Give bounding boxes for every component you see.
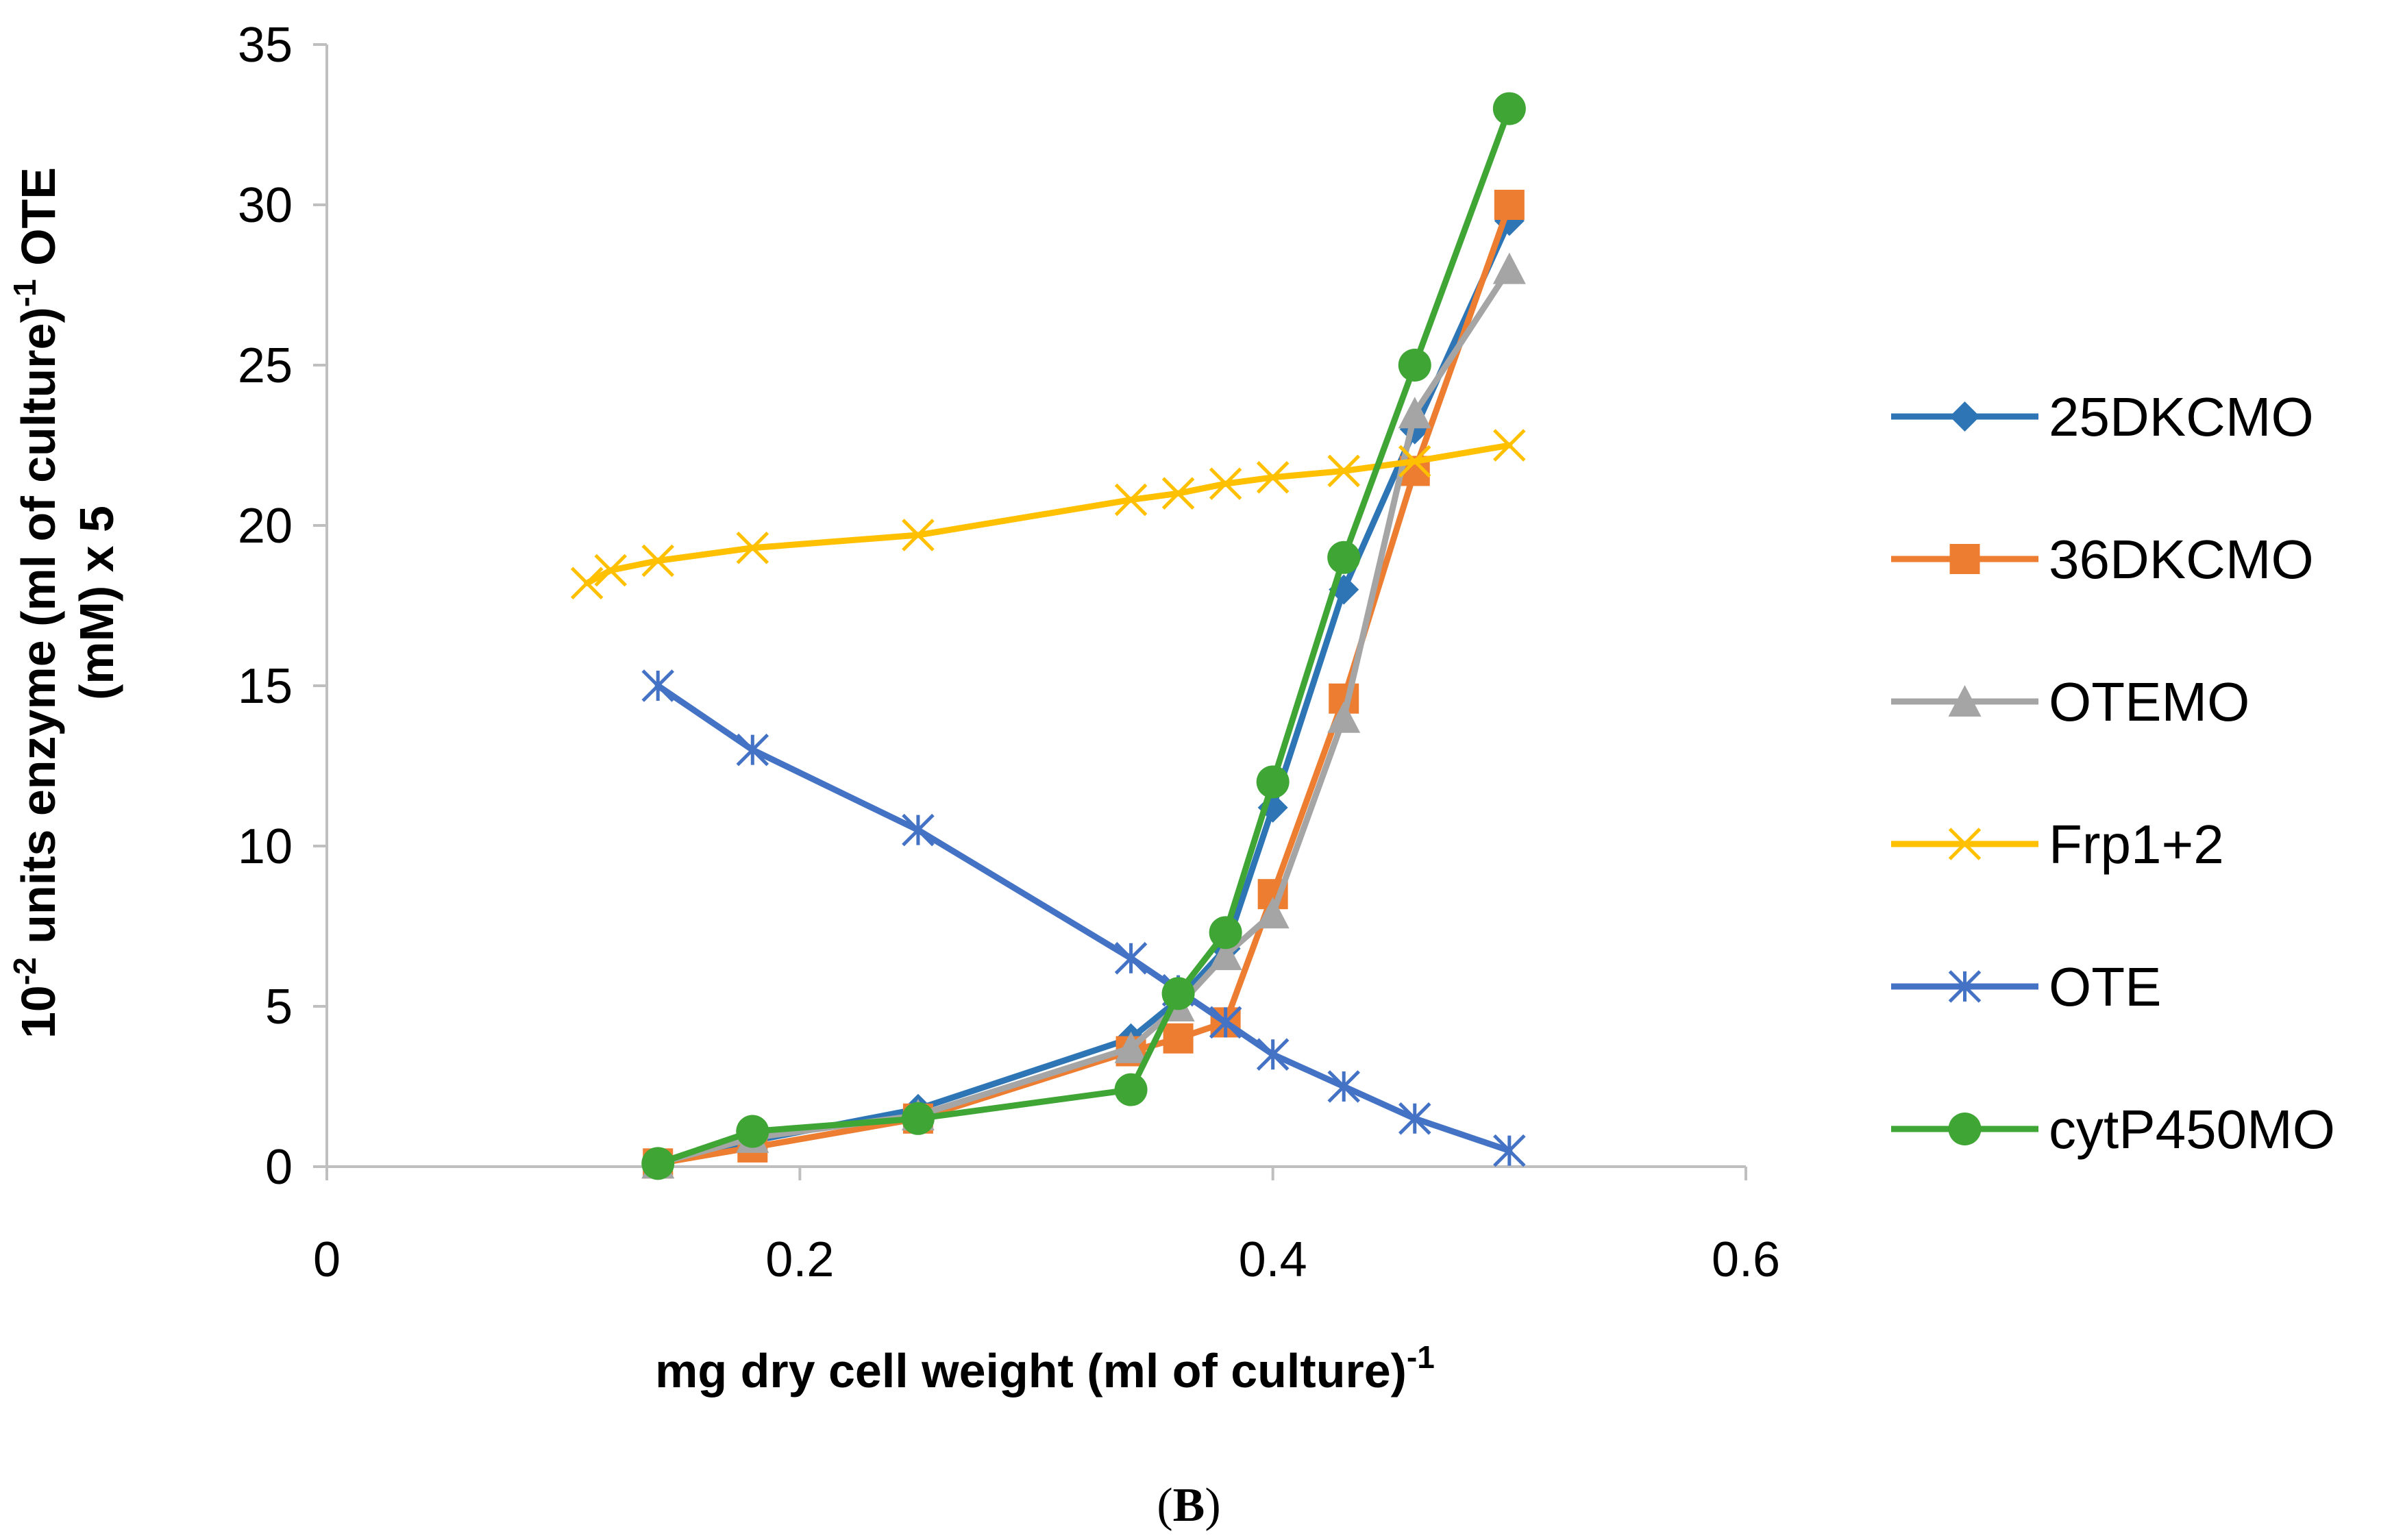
series-line-25dkcmo — [654, 217, 1513, 1167]
data-point-ote — [1256, 1038, 1290, 1071]
data-point-ote — [1398, 1102, 1431, 1135]
y-tick-label: 20 — [238, 499, 293, 554]
x-tick-label: 0 — [313, 1232, 341, 1287]
legend: 25DKCMO 36DKCMO OTEMO Frp1+2 OTE cytP450MO — [1891, 386, 2335, 1160]
y-tick-label: 15 — [238, 659, 293, 714]
legend-swatch-marker — [1948, 828, 1982, 860]
data-point-frp1-2 — [1493, 429, 1526, 462]
data-point-otemo — [1398, 397, 1431, 429]
series-line-ote — [654, 682, 1513, 1154]
y-tick-label: 5 — [265, 980, 293, 1034]
legend-item-36dkcmo: 36DKCMO — [1891, 529, 2314, 590]
data-point-36dkcmo — [1494, 190, 1525, 220]
legend-swatch-marker — [1948, 1113, 1982, 1145]
figure-caption: (B) — [1157, 1479, 1220, 1532]
y-tick-label: 0 — [265, 1140, 293, 1195]
legend-label: OTE — [2049, 956, 2161, 1017]
data-point-ote — [1493, 1134, 1526, 1167]
data-point-cytp450mo — [641, 1147, 675, 1180]
data-point-ote — [902, 813, 935, 847]
data-point-cytp450mo — [1492, 92, 1526, 125]
data-point-ote — [641, 669, 675, 702]
series-line-36dkcmo — [654, 201, 1513, 1167]
data-point-frp1-2 — [1114, 483, 1148, 517]
series-cytp450mo — [641, 92, 1526, 1180]
y-axis-title-line2: (mM) x 5 — [70, 506, 123, 700]
data-point-otemo — [1256, 897, 1290, 929]
data-point-cytp450mo — [1209, 916, 1242, 949]
series-25dkcmo — [643, 206, 1525, 1179]
series-line-otemo — [654, 266, 1513, 1167]
legend-label: cytP450MO — [2049, 1099, 2335, 1160]
x-axis-title: mg dry cell weight (ml of culture)-1 — [655, 1339, 1435, 1398]
y-tick-label: 35 — [238, 18, 293, 73]
data-point-ote — [1327, 1070, 1360, 1103]
data-point-cytp450mo — [736, 1115, 769, 1148]
y-tick-label: 10 — [238, 819, 293, 874]
data-point-frp1-2 — [1256, 461, 1290, 494]
x-tick-label: 0.6 — [1712, 1232, 1780, 1287]
series-line-frp1-2 — [584, 442, 1513, 586]
data-point-cytp450mo — [901, 1102, 935, 1135]
series-ote — [641, 669, 1526, 1167]
data-point-otemo — [1492, 252, 1526, 284]
x-tick-label: 0.4 — [1239, 1232, 1307, 1287]
data-point-frp1-2 — [570, 567, 604, 600]
series-otemo — [641, 252, 1526, 1179]
legend-item-ote: OTE — [1891, 956, 2161, 1017]
data-point-frp1-2 — [594, 554, 627, 587]
legend-item-frp1-2: Frp1+2 — [1891, 814, 2224, 875]
legend-item-cytp450mo: cytP450MO — [1891, 1099, 2335, 1160]
data-point-frp1-2 — [902, 519, 935, 551]
data-point-ote — [736, 733, 769, 767]
legend-swatch-marker — [1948, 685, 1982, 717]
y-axis-title-line1: 10-2 units enzyme (ml of culture)-1 OTE — [7, 167, 65, 1039]
plot-series — [570, 92, 1526, 1180]
data-point-ote — [1209, 1006, 1242, 1039]
data-point-cytp450mo — [1161, 977, 1195, 1010]
data-point-otemo — [1327, 701, 1361, 733]
legend-label: OTEMO — [2049, 671, 2249, 732]
legend-label: Frp1+2 — [2049, 814, 2224, 875]
data-point-frp1-2 — [1327, 454, 1360, 488]
legend-item-otemo: OTEMO — [1891, 671, 2249, 732]
series-line-cytp450mo — [654, 105, 1513, 1167]
data-point-frp1-2 — [736, 531, 769, 564]
data-point-cytp450mo — [1256, 765, 1290, 799]
series-36dkcmo — [643, 190, 1525, 1179]
series-frp1-2 — [570, 429, 1526, 600]
axes: 0 5 10 15 20 25 30 35 0 0.2 0.4 0.6 — [238, 18, 1780, 1287]
data-point-frp1-2 — [1398, 445, 1431, 478]
data-point-ote — [1114, 942, 1148, 975]
data-point-frp1-2 — [1209, 467, 1242, 500]
legend-swatch-marker — [1949, 544, 1980, 574]
data-point-otemo — [1114, 1031, 1148, 1063]
y-tick-label: 30 — [238, 178, 293, 233]
data-point-frp1-2 — [641, 544, 675, 578]
legend-swatch-marker — [1949, 401, 1980, 432]
legend-item-25dkcmo: 25DKCMO — [1891, 386, 2314, 447]
data-point-frp1-2 — [1161, 477, 1195, 510]
y-tick-label: 25 — [238, 338, 293, 393]
data-point-36dkcmo — [1163, 1023, 1194, 1054]
legend-label: 25DKCMO — [2049, 386, 2314, 447]
data-point-otemo — [1209, 939, 1242, 971]
y-axis-title: 10-2 units enzyme (ml of culture)-1 OTE … — [7, 167, 123, 1039]
x-tick-label: 0.2 — [765, 1232, 834, 1287]
legend-label: 36DKCMO — [2049, 529, 2314, 590]
data-point-cytp450mo — [1114, 1073, 1148, 1106]
data-point-cytp450mo — [1327, 541, 1361, 574]
data-point-cytp450mo — [1398, 349, 1431, 382]
legend-swatch-marker — [1948, 970, 1982, 1003]
